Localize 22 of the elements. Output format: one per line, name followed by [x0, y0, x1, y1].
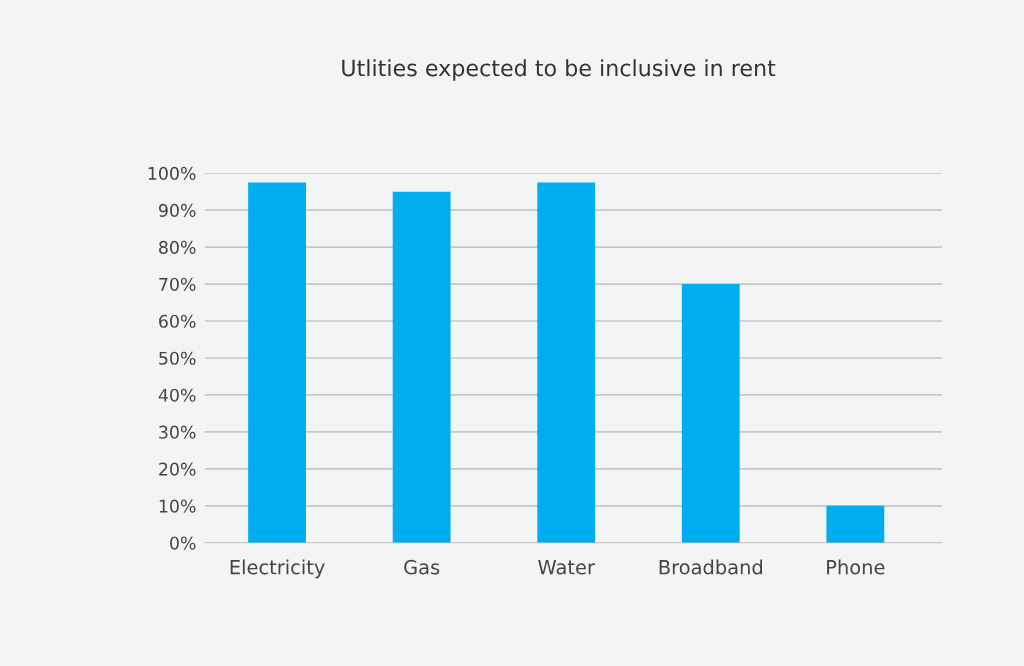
- x-tick-label: Gas: [404, 559, 440, 575]
- y-tick-label: 50%: [159, 351, 196, 365]
- y-tick-label: 60%: [159, 314, 196, 328]
- x-tick-label: Electricity: [230, 559, 325, 579]
- x-tick-label: Water: [538, 560, 595, 575]
- chart-title: Utlities expected to be inclusive in rent: [342, 59, 776, 81]
- y-tick-label: 30%: [159, 425, 196, 439]
- bar: [537, 182, 596, 543]
- y-tick-label: 0%: [170, 536, 196, 550]
- y-tick-label: 90%: [158, 203, 196, 217]
- bar: [248, 182, 306, 543]
- bar: [681, 284, 740, 543]
- bar: [392, 191, 451, 543]
- x-tick-label: Broadband: [659, 559, 762, 575]
- y-tick-label: 70%: [159, 277, 196, 291]
- y-tick-label: 20%: [159, 462, 196, 476]
- y-tick-label: 40%: [158, 388, 196, 402]
- x-tick-label: Phone: [827, 559, 885, 575]
- y-tick-label: 80%: [159, 240, 196, 254]
- bar: [826, 505, 885, 543]
- y-tick-label: 10%: [159, 499, 196, 513]
- y-tick-label: 100%: [148, 166, 196, 180]
